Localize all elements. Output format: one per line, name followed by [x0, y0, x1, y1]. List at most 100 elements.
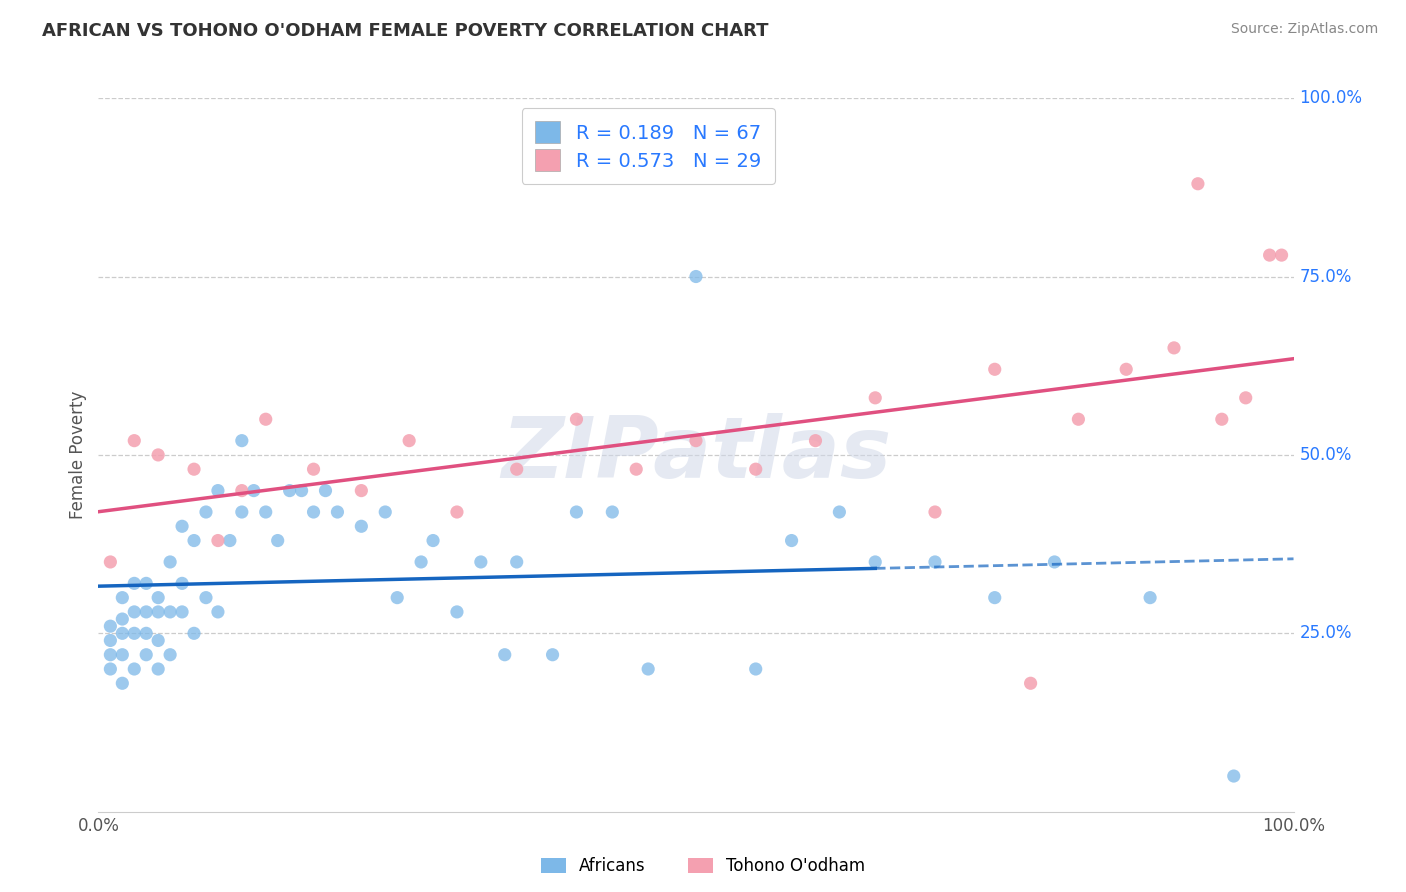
Text: 100.0%: 100.0% [1299, 89, 1362, 107]
Point [863, 391, 886, 405]
Point [745, 462, 768, 476]
Point [565, 505, 588, 519]
Point [685, 434, 707, 448]
Point [828, 505, 851, 519]
Text: 25.0%: 25.0% [1299, 624, 1353, 642]
Point [98, 619, 122, 633]
Point [804, 434, 827, 448]
Text: AFRICAN VS TOHONO O'ODHAM FEMALE POVERTY CORRELATION CHART: AFRICAN VS TOHONO O'ODHAM FEMALE POVERTY… [42, 22, 769, 40]
Text: 75.0%: 75.0% [1299, 268, 1353, 285]
Point [111, 626, 134, 640]
Point [194, 505, 217, 519]
Point [398, 434, 420, 448]
Point [172, 576, 194, 591]
Point [159, 555, 181, 569]
Point [124, 434, 146, 448]
Point [111, 591, 134, 605]
Point [924, 505, 946, 519]
Point [135, 648, 157, 662]
Point [148, 605, 170, 619]
Point [231, 505, 253, 519]
Point [98, 648, 122, 662]
Point [637, 662, 659, 676]
Point [148, 662, 170, 676]
Point [278, 483, 301, 498]
Point [231, 483, 253, 498]
Point [446, 605, 468, 619]
Point [159, 605, 181, 619]
Point [267, 533, 290, 548]
Point [1222, 769, 1246, 783]
Point [1139, 591, 1161, 605]
Point [385, 591, 409, 605]
Point [111, 648, 134, 662]
Point [745, 662, 768, 676]
Point [1163, 341, 1185, 355]
Point [685, 269, 707, 284]
Point [924, 555, 946, 569]
Point [411, 555, 433, 569]
Point [315, 483, 337, 498]
Point [290, 483, 312, 498]
Point [207, 605, 229, 619]
Point [231, 434, 253, 448]
Text: 50.0%: 50.0% [1299, 446, 1353, 464]
Point [124, 576, 146, 591]
Y-axis label: Female Poverty: Female Poverty [69, 391, 87, 519]
Point [219, 533, 242, 548]
Point [135, 576, 157, 591]
Point [863, 555, 886, 569]
Point [135, 605, 157, 619]
Point [983, 591, 1005, 605]
Point [374, 505, 396, 519]
Point [1211, 412, 1233, 426]
Text: Source: ZipAtlas.com: Source: ZipAtlas.com [1230, 22, 1378, 37]
Point [1271, 248, 1294, 262]
Point [1067, 412, 1090, 426]
Point [207, 483, 229, 498]
Point [172, 519, 194, 533]
Point [600, 505, 623, 519]
Point [98, 555, 122, 569]
Point [624, 462, 647, 476]
Point [254, 505, 277, 519]
Point [207, 533, 229, 548]
Point [302, 462, 325, 476]
Point [98, 633, 122, 648]
Point [350, 519, 373, 533]
Text: ZIPatlas: ZIPatlas [501, 413, 891, 497]
Point [326, 505, 349, 519]
Point [541, 648, 564, 662]
Point [1258, 248, 1281, 262]
Point [124, 662, 146, 676]
Point [780, 533, 803, 548]
Point [446, 505, 468, 519]
Point [148, 448, 170, 462]
Point [1234, 391, 1257, 405]
Point [506, 462, 529, 476]
Point [124, 626, 146, 640]
Point [111, 676, 134, 690]
Point [159, 648, 181, 662]
Point [148, 633, 170, 648]
Point [506, 555, 529, 569]
Legend: R = 0.189   N = 67, R = 0.573   N = 29: R = 0.189 N = 67, R = 0.573 N = 29 [522, 108, 775, 185]
Point [111, 612, 134, 626]
Point [183, 533, 205, 548]
Point [350, 483, 373, 498]
Point [183, 626, 205, 640]
Point [1187, 177, 1209, 191]
Point [983, 362, 1005, 376]
Point [135, 626, 157, 640]
Point [254, 412, 277, 426]
Point [1019, 676, 1042, 690]
Legend: Africans, Tohono O'odham: Africans, Tohono O'odham [533, 849, 873, 884]
Point [422, 533, 444, 548]
Point [565, 412, 588, 426]
Point [148, 591, 170, 605]
Point [172, 605, 194, 619]
Point [183, 462, 205, 476]
Point [470, 555, 492, 569]
Point [1043, 555, 1066, 569]
Point [124, 605, 146, 619]
